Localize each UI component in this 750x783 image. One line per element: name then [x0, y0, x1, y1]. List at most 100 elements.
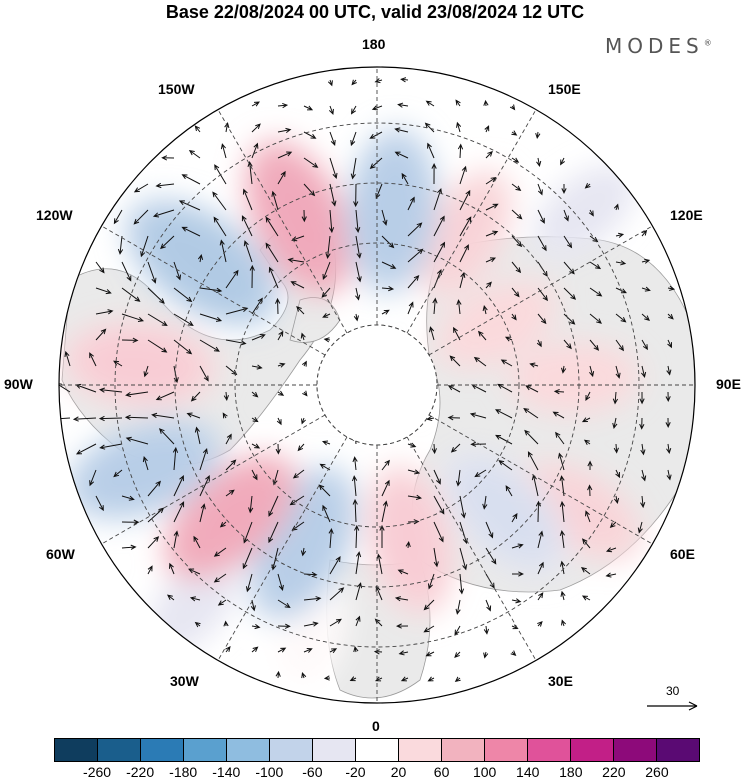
wind-arrow [301, 209, 307, 223]
wind-arrow [290, 281, 305, 289]
wind-arrow [199, 339, 220, 352]
wind-arrow [245, 573, 253, 593]
wind-arrow [459, 271, 466, 289]
wind-arrow [223, 391, 229, 402]
wind-arrow [580, 567, 591, 575]
wind-arrow [581, 538, 591, 549]
wind-arrow [277, 573, 284, 591]
wind-arrow [511, 624, 519, 630]
wind-arrow [147, 313, 168, 327]
wind-arrow [194, 125, 201, 133]
wind-arrow [98, 415, 123, 422]
wind-arrow [449, 355, 461, 367]
wind-arrow [609, 521, 617, 529]
wind-arrow [483, 651, 489, 659]
lon-label-150w: 150W [158, 81, 195, 97]
wind-arrow [147, 565, 153, 575]
meridian-line [406, 436, 537, 661]
wind-arrow [277, 127, 292, 134]
wind-arrow [272, 469, 279, 486]
wind-arrow [563, 339, 572, 350]
wind-arrow [537, 620, 543, 627]
wind-arrow [559, 500, 566, 523]
wind-arrow [251, 646, 259, 653]
wind-arrow [329, 183, 337, 207]
lon-label-180: 180 [362, 36, 386, 52]
colorbar-tick-label: -60 [302, 764, 323, 780]
lon-label-60w: 60W [46, 546, 75, 562]
wind-arrow [251, 334, 266, 341]
wind-arrow [277, 599, 291, 608]
wind-arrow [99, 443, 123, 450]
wind-arrow [147, 536, 160, 549]
wind-arrow [248, 495, 254, 514]
wind-arrow [303, 648, 313, 653]
lon-label-90e: 90E [716, 376, 741, 392]
wind-arrow [199, 287, 223, 293]
wind-arrow [275, 297, 281, 315]
wind-arrow [369, 131, 383, 139]
wind-arrow [605, 547, 617, 553]
wind-arrow [523, 407, 539, 419]
colorbar-swatch [657, 739, 699, 761]
wind-arrow [615, 260, 627, 266]
wind-arrow [225, 646, 231, 653]
wind-arrow [223, 620, 229, 627]
wind-arrow [381, 309, 390, 315]
wind-arrow [152, 209, 175, 218]
wind-arrow [433, 268, 442, 289]
wind-arrow [485, 281, 492, 289]
wind-arrow [431, 443, 437, 455]
wind-arrow [424, 122, 435, 133]
wind-arrow [381, 479, 390, 497]
wind-arrow [265, 242, 279, 263]
wind-arrow [277, 390, 285, 396]
wind-arrow [483, 99, 489, 107]
anomaly-blob [162, 452, 299, 582]
anomaly-blob [345, 126, 440, 296]
colorbar-tick-label: 260 [645, 764, 669, 780]
wind-arrow [353, 183, 359, 208]
wind-arrow [95, 309, 114, 315]
wind-arrow [561, 365, 567, 374]
wind-arrow [217, 599, 227, 606]
wind-arrow [249, 264, 255, 289]
wind-arrow [495, 434, 513, 445]
wind-arrow [641, 339, 648, 351]
wind-arrow [328, 209, 335, 234]
wind-arrow [303, 157, 319, 168]
wind-arrow [511, 287, 520, 298]
wind-arrow [322, 312, 331, 318]
wind-arrow [458, 573, 465, 595]
wind-arrow [64, 350, 71, 367]
wind-arrow [427, 676, 435, 682]
wind-arrow [173, 530, 179, 549]
wind-arrow [615, 339, 625, 352]
wind-arrow [301, 672, 307, 679]
colorbar-tick-label: 140 [516, 764, 540, 780]
wind-arrow [225, 433, 232, 445]
colorbar-swatch [614, 739, 657, 761]
wind-arrow [459, 165, 467, 185]
wind-arrow [474, 469, 487, 478]
map-title: Base 22/08/2024 00 UTC, valid 23/08/2024… [165, 2, 585, 22]
wind-arrow [485, 150, 493, 159]
wind-arrow [589, 365, 595, 378]
lon-label-120w: 120W [36, 207, 73, 223]
wind-arrow [213, 547, 227, 557]
wind-arrow [588, 209, 594, 217]
map-border [58, 66, 696, 704]
wind-arrow [188, 149, 201, 159]
wind-arrow [639, 417, 645, 430]
lon-label-120e: 120E [670, 207, 703, 223]
colorbar-swatch [356, 739, 399, 761]
wind-arrow [637, 521, 643, 534]
wind-arrow [303, 571, 318, 578]
wind-arrow [302, 390, 308, 397]
vector-scale-label: 30 [666, 684, 680, 698]
wind-arrow [199, 474, 210, 497]
wind-arrow [524, 429, 539, 445]
wind-arrow [555, 431, 565, 445]
wind-arrow [225, 339, 247, 346]
